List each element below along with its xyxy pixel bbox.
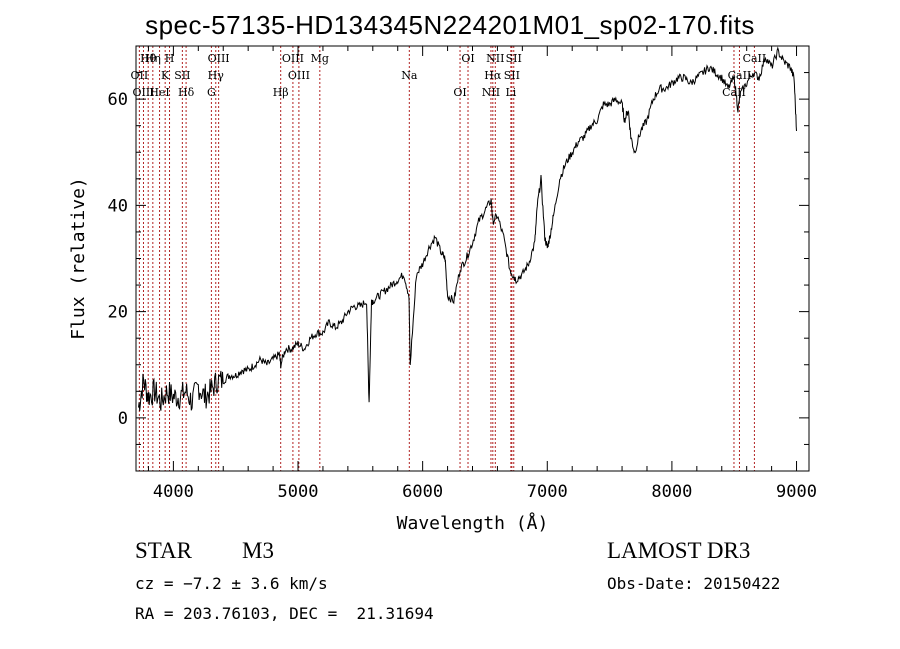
line-labels-layer: Hθ OII OIII HηK HeI H SII Hδ OIII Hγ G OIII OIII Hβ Mg… (131, 52, 767, 99)
y-tick-label: 40 (108, 196, 128, 216)
object-class: STAR (135, 538, 192, 563)
line-marker-label: OI (453, 86, 466, 99)
x-tick-label: 4000 (153, 482, 194, 502)
x-tick-label: 6000 (402, 482, 443, 502)
y-axis-label: Flux (relative) (68, 177, 89, 340)
line-marker-label: Hη (145, 52, 161, 65)
x-axis: 4000 5000 6000 7000 8000 9000 (147, 46, 817, 502)
chart-title: spec-57135-HD134345N224201M01_sp02-170.f… (145, 10, 755, 40)
line-marker-label: OIII (288, 69, 310, 82)
line-marker-label: OIII (282, 52, 304, 65)
spectrum-layer (138, 46, 797, 411)
line-marker-label: NII (482, 86, 500, 99)
line-marker-label: Li (505, 86, 516, 99)
line-marker-label: OI (461, 52, 474, 65)
y-tick-label: 60 (108, 90, 128, 110)
line-marker-label: Hγ (208, 69, 225, 82)
x-tick-label: 9000 (776, 482, 817, 502)
line-marker-label: Na (401, 69, 418, 82)
line-marker-label: G (207, 86, 216, 99)
line-marker-label: OIII (132, 86, 154, 99)
x-tick-label: 5000 (278, 482, 319, 502)
redshift-cz: cz = −7.2 ± 3.6 km/s (135, 574, 328, 593)
line-marker-label: HeI (149, 86, 169, 99)
line-marker-label: H (165, 52, 175, 65)
line-marker-label: SII (174, 69, 190, 82)
y-tick-label: 0 (118, 409, 128, 429)
x-axis-label: Wavelength (Å) (397, 512, 549, 534)
line-marker-label: Hα (484, 69, 502, 82)
line-marker-label: SII (506, 52, 522, 65)
line-markers-layer (138, 46, 755, 471)
plot-frame (135, 45, 810, 472)
y-tick-label: 20 (108, 303, 128, 323)
line-marker-label: Mg (311, 52, 329, 65)
x-tick-label: 8000 (651, 482, 692, 502)
line-marker-label: Hθ (140, 52, 157, 65)
obs-date: Obs-Date: 20150422 (607, 574, 781, 593)
line-marker-label: Hδ (178, 86, 195, 99)
object-subclass: M3 (242, 538, 274, 563)
survey-name: LAMOST DR3 (607, 538, 751, 563)
line-marker-label: OIII (208, 52, 230, 65)
spectrum-line (138, 46, 797, 411)
y-axis: 0 20 40 60 (108, 72, 809, 445)
coordinates: RA = 203.76103, DEC = 21.31694 (135, 604, 434, 623)
x-tick-label: 7000 (527, 482, 568, 502)
line-marker-label: Hβ (273, 86, 289, 99)
line-marker-label: NII (486, 52, 504, 65)
line-marker-label: CaII (743, 52, 767, 65)
line-marker-label: K (161, 69, 170, 82)
line-marker-label: SII (504, 69, 520, 82)
line-marker-label: OII (131, 69, 149, 82)
